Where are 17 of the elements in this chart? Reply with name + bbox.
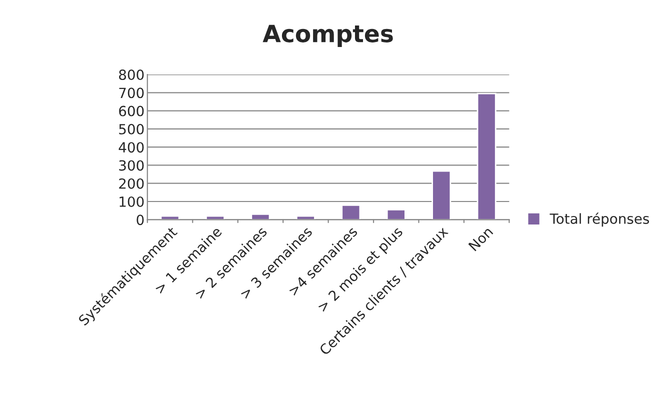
y-tick-label: 0 xyxy=(136,214,144,226)
bar xyxy=(250,214,270,220)
y-tick-label: 100 xyxy=(120,196,144,207)
legend-label: Total réponses xyxy=(550,212,650,227)
bar xyxy=(341,204,361,220)
bar xyxy=(432,170,452,220)
bar xyxy=(386,208,406,220)
y-tick-label: 600 xyxy=(119,106,144,116)
chart-title: Acomptes xyxy=(262,24,393,48)
y-tick-label: 500 xyxy=(119,124,144,134)
y-tick-label: 300 xyxy=(119,160,144,171)
bar xyxy=(476,92,496,220)
x-tick-label: Non xyxy=(468,226,494,252)
y-tick-label: 700 xyxy=(119,88,144,98)
y-tick-label: 800 xyxy=(119,70,144,80)
y-tick-label: 200 xyxy=(119,178,144,189)
y-tick-label: 400 xyxy=(118,142,144,153)
